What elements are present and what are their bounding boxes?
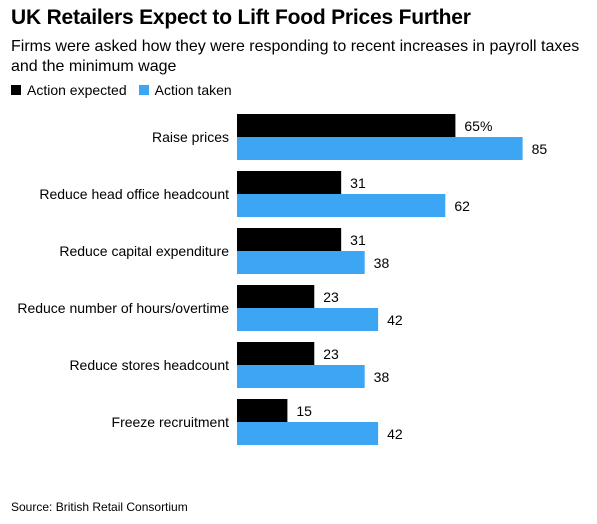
- bar-expected: [237, 171, 342, 194]
- value-label-expected: 65%: [464, 118, 492, 134]
- chart-subtitle: Firms were asked how they were respondin…: [11, 38, 580, 75]
- value-label-expected: 31: [350, 232, 366, 248]
- bar-expected: [237, 228, 342, 251]
- value-label-taken: 85: [532, 141, 548, 157]
- category-label: Freeze recruitment: [112, 414, 230, 430]
- bar-expected: [237, 114, 456, 137]
- value-label-taken: 42: [387, 426, 403, 442]
- value-label-expected: 23: [323, 346, 339, 362]
- category-label: Reduce capital expenditure: [59, 243, 229, 259]
- bar-taken: [237, 422, 379, 445]
- value-label-expected: 31: [350, 175, 366, 191]
- category-label: Raise prices: [152, 129, 229, 145]
- bar-expected: [237, 399, 288, 422]
- category-label: Reduce head office headcount: [39, 186, 229, 202]
- legend: Action expected Action taken: [11, 82, 244, 98]
- legend-item-expected: Action expected: [11, 82, 127, 98]
- value-label-taken: 62: [454, 198, 470, 214]
- category-label: Reduce stores headcount: [69, 357, 229, 373]
- bar-expected: [237, 285, 315, 308]
- legend-swatch-expected: [11, 85, 21, 95]
- source-note: Source: British Retail Consortium: [11, 500, 188, 514]
- legend-item-taken: Action taken: [138, 82, 232, 98]
- chart-title: UK Retailers Expect to Lift Food Prices …: [11, 6, 471, 29]
- legend-swatch-taken: [138, 85, 149, 95]
- bar-taken: [237, 137, 523, 160]
- bar-taken: [237, 251, 365, 274]
- value-label-taken: 38: [374, 255, 390, 271]
- legend-label-expected: Action expected: [27, 82, 127, 98]
- value-label-taken: 38: [374, 369, 390, 385]
- bar-taken: [237, 308, 379, 331]
- bar-taken: [237, 365, 365, 388]
- bar-taken: [237, 194, 446, 217]
- category-label: Reduce number of hours/overtime: [17, 300, 229, 316]
- legend-label-taken: Action taken: [154, 82, 232, 98]
- value-label-expected: 15: [296, 403, 312, 419]
- value-label-expected: 23: [323, 289, 339, 305]
- bar-chart: Raise prices 65% 85 Reduce head office head…: [17, 114, 548, 445]
- value-label-taken: 42: [387, 312, 403, 328]
- bar-expected: [237, 342, 315, 365]
